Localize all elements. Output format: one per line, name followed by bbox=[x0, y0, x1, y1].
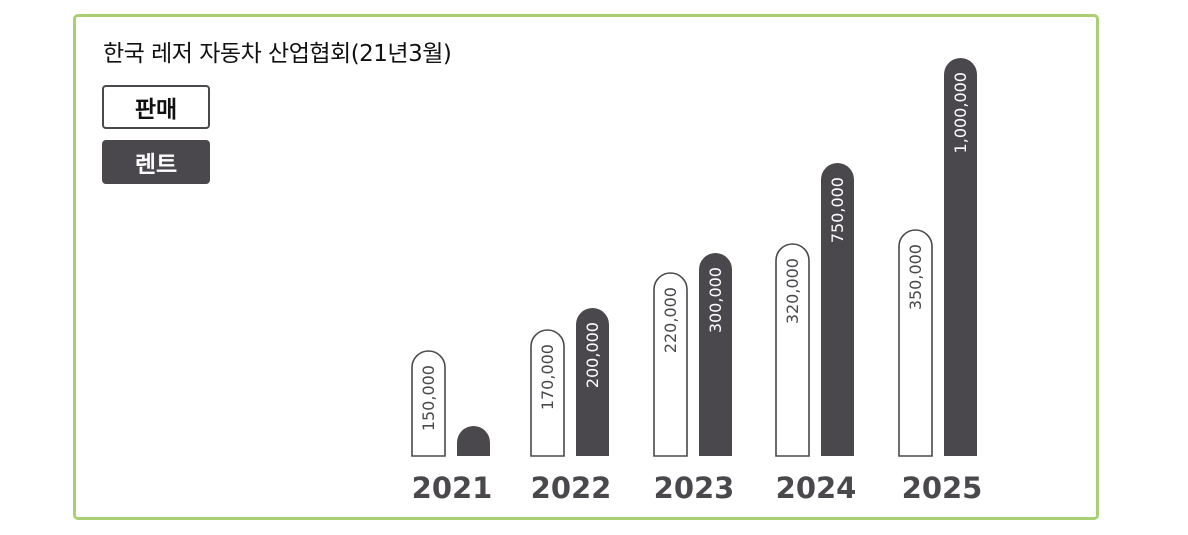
bar-rent-2023 bbox=[699, 253, 732, 456]
sale-value-label: 320,000 bbox=[783, 258, 802, 324]
year-label: 2025 bbox=[902, 471, 983, 505]
chart-frame bbox=[73, 14, 1099, 520]
bar-sale-2022 bbox=[530, 329, 565, 457]
rent-value-label: 200,000 bbox=[583, 322, 602, 388]
bar-sale-2023 bbox=[653, 272, 688, 457]
legend-rent: 렌트 bbox=[102, 140, 210, 184]
bar-sale-2025 bbox=[898, 229, 933, 457]
year-label: 2023 bbox=[654, 471, 735, 505]
year-label: 2024 bbox=[776, 471, 857, 505]
rent-value-label: 300,000 bbox=[706, 267, 725, 333]
sale-value-label: 220,000 bbox=[661, 287, 680, 353]
rent-value-label: 750,000 bbox=[828, 177, 847, 243]
bar-rent-2024 bbox=[821, 163, 854, 456]
bar-rent-2021 bbox=[457, 426, 490, 456]
sale-value-label: 350,000 bbox=[906, 244, 925, 310]
bar-sale-2024 bbox=[775, 243, 810, 457]
sale-value-label: 150,000 bbox=[419, 365, 438, 431]
year-label: 2021 bbox=[412, 471, 493, 505]
legend-sale: 판매 bbox=[102, 85, 210, 129]
year-label: 2022 bbox=[531, 471, 612, 505]
bar-sale-2021 bbox=[411, 350, 446, 457]
rent-value-label: 1,000,000 bbox=[951, 72, 970, 153]
bar-rent-2025 bbox=[944, 58, 977, 456]
bar-rent-2022 bbox=[576, 308, 609, 456]
chart-title: 한국 레저 자동차 산업협회(21년3월) bbox=[103, 41, 452, 67]
sale-value-label: 170,000 bbox=[538, 344, 557, 410]
